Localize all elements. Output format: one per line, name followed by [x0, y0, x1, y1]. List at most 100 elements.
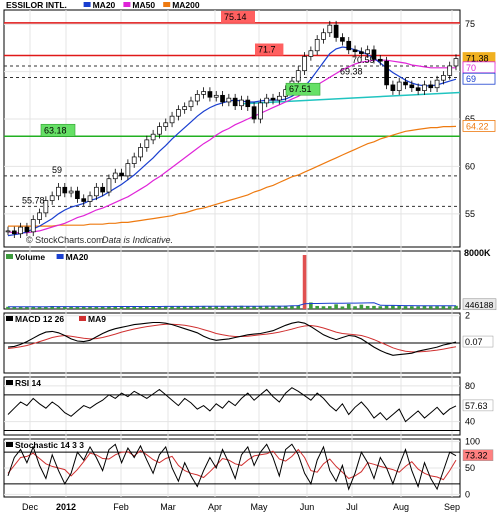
candle-body — [245, 99, 251, 108]
volume-bar — [37, 306, 42, 309]
candle-body — [453, 58, 459, 67]
rsi-line — [7, 387, 457, 423]
last-value-box — [462, 72, 496, 85]
candle-body — [441, 75, 446, 81]
candle-body — [30, 219, 36, 233]
candle-body — [276, 95, 282, 101]
macd-signal-line — [7, 323, 457, 353]
candle-body — [359, 51, 364, 54]
volume-bar — [397, 305, 402, 309]
candle-body — [56, 186, 61, 197]
volume-bar — [100, 306, 105, 309]
y-tick-label: 55 — [465, 209, 475, 219]
y-tick-label: 65 — [465, 114, 475, 124]
volume-bar — [119, 306, 124, 309]
x-tick-label: Apr — [208, 502, 222, 512]
volume-bar — [296, 305, 301, 309]
level-label: 75.14 — [224, 12, 247, 22]
volume-bar — [372, 305, 376, 309]
legend-label: RSI 14 — [15, 378, 41, 388]
candle-body — [415, 87, 421, 91]
stochastic-k-line — [7, 443, 457, 491]
rsi-panel-frame — [3, 376, 461, 436]
candle-body — [258, 102, 263, 120]
y-tick-label: 60 — [465, 161, 475, 171]
volume-bar — [18, 306, 23, 309]
volume-bar — [56, 306, 61, 309]
candle-body — [314, 39, 320, 52]
volume-bar — [258, 305, 263, 309]
volume-bar — [391, 305, 395, 309]
last-value-label: 69 — [466, 74, 476, 84]
volume-bar — [227, 306, 231, 309]
volume-bar — [410, 306, 414, 309]
volume-bar — [359, 304, 364, 309]
y-tick-label: 8000K — [464, 248, 491, 258]
candle-body — [37, 212, 42, 220]
candle-body — [207, 91, 213, 98]
candle-body — [302, 56, 307, 72]
legend-swatch — [123, 2, 131, 7]
candle-body — [365, 49, 371, 54]
volume-panel-frame — [3, 250, 461, 310]
volume-bar — [69, 306, 73, 309]
price-panel-frame — [3, 9, 461, 248]
y-tick-label: 80 — [465, 381, 475, 391]
volume-bar — [315, 305, 319, 309]
level-label: 59 — [52, 165, 62, 175]
legend-swatch — [6, 316, 13, 321]
y-tick-label: 0 — [465, 489, 470, 499]
level-label: 71.7 — [258, 45, 276, 55]
candle-body — [213, 94, 219, 98]
volume-bar — [346, 303, 351, 309]
candle-body — [106, 178, 112, 193]
volume-bar — [239, 305, 244, 309]
candle-body — [232, 97, 238, 107]
candle-body — [220, 94, 225, 103]
candle-body — [409, 84, 415, 89]
x-tick-label: Feb — [113, 502, 129, 512]
volume-bar — [107, 306, 111, 309]
candle-body — [201, 91, 206, 95]
last-value-label: 70 — [466, 63, 476, 73]
volume-bar — [233, 306, 237, 309]
candle-body — [11, 230, 17, 235]
level-label: 70.59 — [352, 55, 375, 65]
volume-bar — [170, 306, 174, 309]
last-value-box — [462, 120, 496, 132]
legend-swatch — [56, 254, 64, 259]
x-tick-label: May — [250, 502, 268, 512]
volume-ma20-line — [8, 302, 456, 308]
candle-body — [447, 65, 453, 76]
level-label-box — [255, 43, 284, 56]
candle-body — [346, 40, 352, 51]
stochastic-d-line — [7, 448, 457, 481]
x-tick-label: 2012 — [56, 502, 76, 512]
candle-body — [264, 97, 270, 104]
candle-body — [18, 226, 23, 235]
last-value-label-box — [462, 399, 494, 412]
volume-bar — [189, 306, 193, 309]
volume-bar — [94, 306, 99, 309]
candle-body — [157, 126, 162, 135]
legend-swatch — [6, 380, 13, 385]
ma20-line — [7, 46, 457, 237]
x-tick-label: Sep — [444, 502, 460, 512]
legend-swatch — [163, 2, 171, 7]
candle-body — [125, 163, 131, 177]
level-label-box — [221, 10, 255, 23]
disclaimer: Data is Indicative. — [102, 235, 173, 245]
legend-swatch — [6, 254, 13, 259]
volume-bar — [264, 306, 269, 309]
watermark: © StockCharts.com — [26, 235, 104, 245]
y-tick-label: 75 — [465, 19, 475, 29]
legend-label: MA20 — [93, 0, 116, 10]
volume-bar — [113, 306, 118, 309]
legend-label: MA9 — [88, 314, 106, 324]
candle-body — [194, 94, 200, 102]
candle-body — [321, 32, 326, 40]
y-tick-label: 100 — [465, 437, 480, 447]
volume-bar — [384, 305, 389, 309]
candle-body — [100, 186, 105, 193]
volume-bar — [132, 306, 136, 309]
